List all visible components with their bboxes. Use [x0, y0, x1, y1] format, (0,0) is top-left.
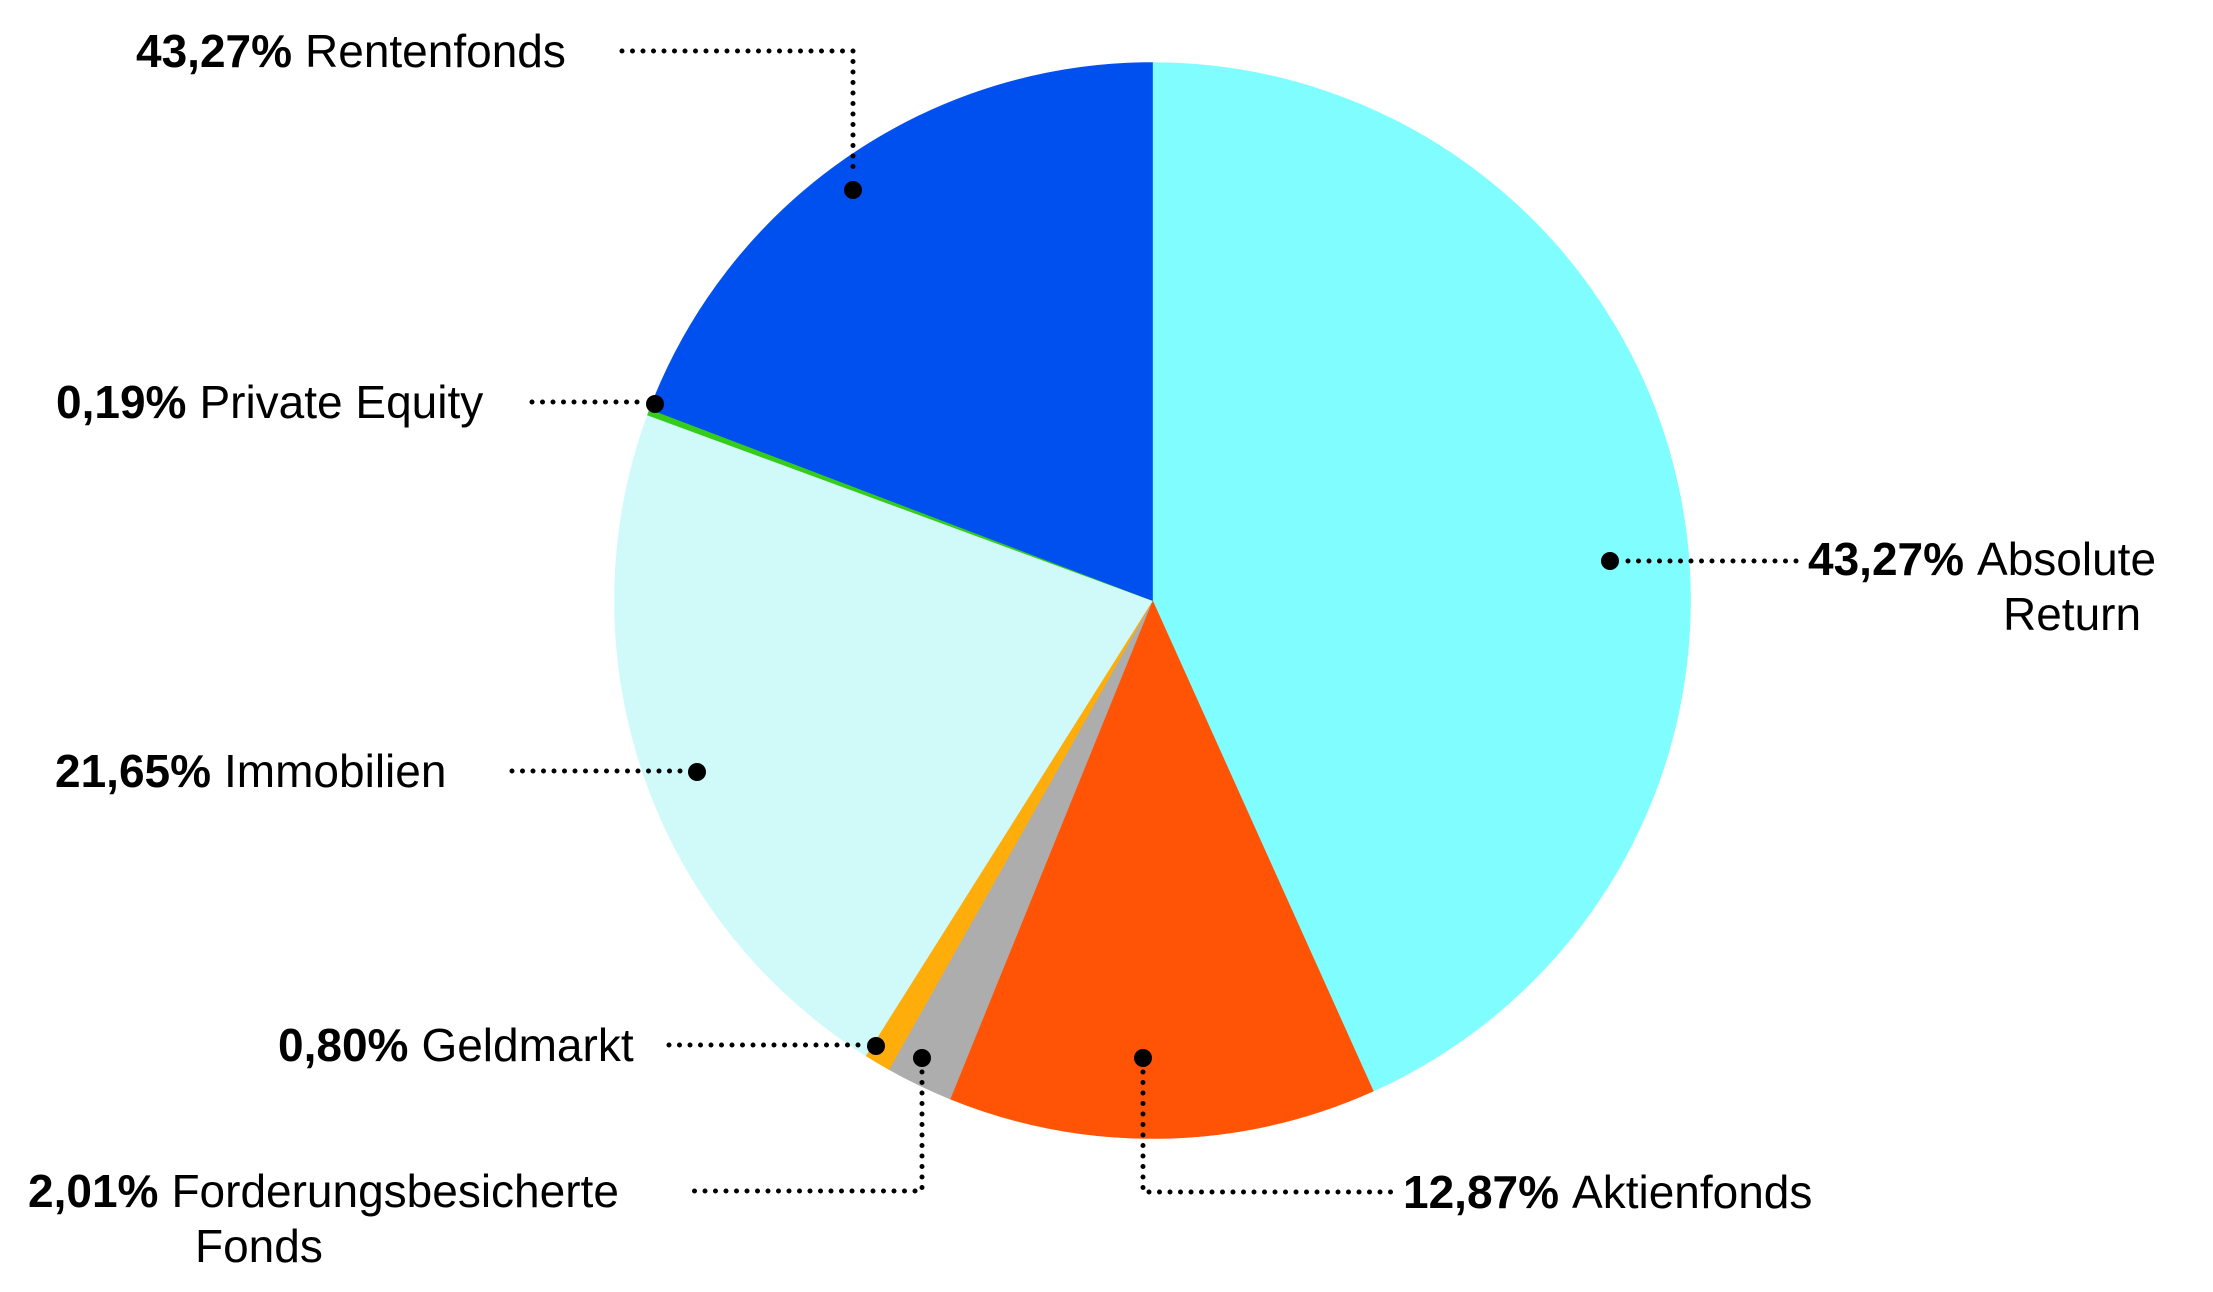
- anchor-dot-immobilien: [688, 763, 706, 781]
- slice-label-forderungsbesicherte-fonds: 2,01% Forderungsbesicherte: [28, 1168, 619, 1214]
- slice-label-rentenfonds: 43,27% Rentenfonds: [136, 28, 566, 74]
- pie-slice-immobilien: [614, 414, 1153, 1057]
- slice-percent-absolute-return: 43,27%: [1808, 533, 1965, 585]
- anchor-dot-forderungsbesicherte-fonds: [913, 1049, 931, 1067]
- slice-name-geldmarkt: Geldmarkt: [421, 1019, 634, 1071]
- anchor-dot-geldmarkt: [867, 1037, 885, 1055]
- slice-name-aktienfonds: Aktienfonds: [1572, 1166, 1813, 1218]
- slice-label-immobilien: 21,65% Immobilien: [55, 748, 446, 794]
- slice-percent-private-equity: 0,19%: [56, 376, 187, 428]
- anchor-dot-private-equity: [646, 395, 664, 413]
- leader-line-rentenfonds: [619, 48, 856, 179]
- slice-label-absolute-return: 43,27% Absolute: [1808, 536, 2156, 582]
- slice-label-forderungsbesicherte-fonds-line2: Fonds: [195, 1220, 323, 1272]
- pie-slices: [614, 62, 1691, 1139]
- anchor-dot-aktienfonds: [1134, 1049, 1152, 1067]
- anchor-dot-absolute-return: [1601, 552, 1619, 570]
- slice-name-private-equity: Private Equity: [199, 376, 484, 428]
- slice-percent-rentenfonds: 43,27%: [136, 25, 293, 77]
- leader-line-aktienfonds: [1140, 1069, 1395, 1195]
- leader-line-forderungsbesicherte-fonds: [689, 1069, 925, 1194]
- slice-label-private-equity: 0,19% Private Equity: [56, 379, 483, 425]
- slice-name-absolute-return: Absolute: [1977, 533, 2157, 585]
- slice-name-rentenfonds: Rentenfonds: [305, 25, 566, 77]
- slice-name-immobilien: Immobilien: [224, 745, 447, 797]
- slice-label-geldmarkt: 0,80% Geldmarkt: [278, 1022, 634, 1068]
- slice-label-absolute-return-line2: Return: [2003, 588, 2142, 640]
- pie-slice-absolute-return: [1152, 62, 1691, 1092]
- pie-slice-aktienfonds: [949, 599, 1374, 1139]
- slice-percent-forderungsbesicherte-fonds: 2,01%: [28, 1165, 159, 1217]
- slice-label-aktienfonds: 12,87% Aktienfonds: [1403, 1169, 1812, 1215]
- slice-percent-aktienfonds: 12,87%: [1403, 1166, 1560, 1218]
- slice-percent-immobilien: 21,65%: [55, 745, 212, 797]
- slice-percent-geldmarkt: 0,80%: [278, 1019, 409, 1071]
- leader-lines: [502, 48, 1801, 1195]
- slice-name-forderungsbesicherte-fonds: Forderungsbesicherte: [171, 1165, 619, 1217]
- pie-slice-rentenfonds: [649, 62, 1153, 601]
- anchor-dot-rentenfonds: [844, 181, 862, 199]
